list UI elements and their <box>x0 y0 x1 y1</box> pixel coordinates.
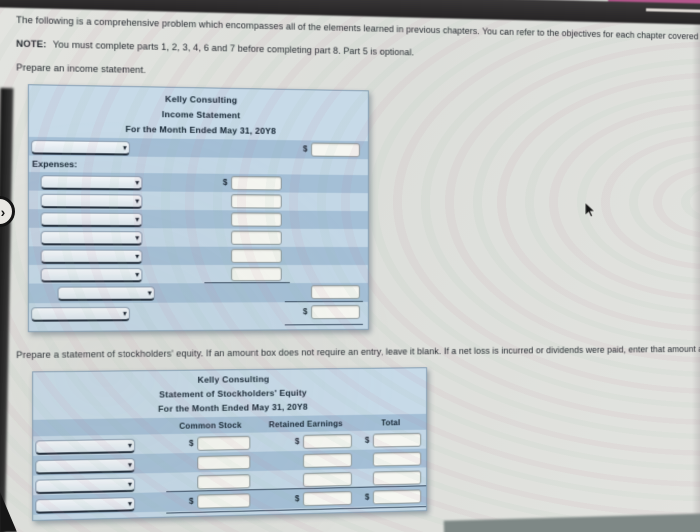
dollar-sign: $ <box>303 307 307 316</box>
column-header-total: Total <box>365 418 416 428</box>
chevron-right-icon: › <box>1 204 6 220</box>
dropdown-arrow-icon: ▾ <box>148 287 152 298</box>
total-input[interactable] <box>373 470 421 485</box>
total-expenses-amount-input[interactable] <box>311 285 360 299</box>
total-input[interactable] <box>373 433 421 448</box>
dropdown-arrow-icon: ▾ <box>135 177 139 188</box>
equity-row-select[interactable]: ▾ <box>35 458 135 474</box>
expense-account-select[interactable]: ▾ <box>41 194 143 209</box>
expense-amount-input[interactable] <box>231 212 282 226</box>
retained-earnings-input[interactable] <box>303 434 352 449</box>
expense-row: ▾ <box>29 191 368 212</box>
net-income-select[interactable]: ▾ <box>31 307 130 322</box>
total-input[interactable] <box>373 452 421 467</box>
note-text: You must complete parts 1, 2, 3, 4, 6 an… <box>53 39 414 57</box>
column-header-common-stock: Common Stock <box>167 421 253 432</box>
expense-account-select[interactable]: ▾ <box>41 175 143 190</box>
expense-row: ▾ $ <box>29 172 368 193</box>
screen-edge-shade <box>692 0 700 532</box>
net-income-amount-input[interactable] <box>311 305 360 319</box>
equity-statement-form: Kelly Consulting Statement of Stockholde… <box>32 367 427 521</box>
revenue-amount-input[interactable] <box>311 143 360 158</box>
total-expenses-select[interactable]: ▾ <box>58 286 155 301</box>
expense-row: ▾ <box>29 209 368 229</box>
screen-photo: The following is a comprehensive problem… <box>0 0 700 532</box>
dollar-sign: $ <box>295 437 299 446</box>
equity-statement-header: Kelly Consulting Statement of Stockholde… <box>33 368 426 420</box>
income-statement-header: Kelly Consulting Income Statement For th… <box>29 85 368 141</box>
dropdown-arrow-icon: ▾ <box>135 269 139 280</box>
note-line: NOTE: You must complete parts 1, 2, 3, 4,… <box>16 38 414 57</box>
expense-account-select[interactable]: ▾ <box>41 212 143 227</box>
dollar-sign: $ <box>189 497 194 506</box>
page-content: The following is a comprehensive problem… <box>0 0 687 532</box>
dropdown-arrow-icon: ▾ <box>128 459 132 470</box>
expense-row: ▾ <box>29 228 368 247</box>
expense-amount-input[interactable] <box>231 176 282 191</box>
expense-row: ▾ <box>29 265 368 284</box>
dollar-sign: $ <box>365 493 369 502</box>
form-footer-strip <box>29 321 368 331</box>
dropdown-arrow-icon: ▾ <box>123 308 127 319</box>
note-label: NOTE: <box>16 38 46 49</box>
expense-row: ▾ <box>29 246 368 265</box>
dollar-sign: $ <box>189 439 194 448</box>
retained-earnings-input[interactable] <box>303 491 352 506</box>
dropdown-arrow-icon: ▾ <box>135 232 139 243</box>
dropdown-arrow-icon: ▾ <box>128 479 132 490</box>
expense-amount-input[interactable] <box>231 231 282 245</box>
dropdown-arrow-icon: ▾ <box>128 498 132 509</box>
expense-account-select[interactable]: ▾ <box>41 249 143 263</box>
common-stock-input[interactable] <box>197 493 250 508</box>
income-statement-form: Kelly Consulting Income Statement For th… <box>28 84 369 332</box>
expenses-label: Expenses: <box>32 159 77 170</box>
equity-row-select[interactable]: ▾ <box>35 497 135 514</box>
dropdown-arrow-icon: ▾ <box>135 214 139 225</box>
dollar-sign: $ <box>303 144 307 153</box>
dollar-sign: $ <box>295 494 299 503</box>
retained-earnings-input[interactable] <box>303 453 352 468</box>
dropdown-arrow-icon: ▾ <box>135 195 139 206</box>
dollar-sign: $ <box>223 178 228 187</box>
expense-amount-input[interactable] <box>231 194 282 208</box>
mouse-cursor <box>584 202 595 220</box>
retained-earnings-input[interactable] <box>303 472 352 487</box>
dropdown-arrow-icon: ▾ <box>135 251 139 262</box>
dropdown-arrow-icon: ▾ <box>128 440 132 451</box>
common-stock-input[interactable] <box>197 474 250 489</box>
common-stock-input[interactable] <box>197 436 250 451</box>
dropdown-arrow-icon: ▾ <box>123 142 127 153</box>
expense-account-select[interactable]: ▾ <box>41 268 143 282</box>
column-header-retained-earnings: Retained Earnings <box>260 419 352 430</box>
task-equity-statement: Prepare a statement of stockholders' equ… <box>16 344 700 360</box>
equity-row-select[interactable]: ▾ <box>35 478 135 495</box>
common-stock-input[interactable] <box>197 455 250 470</box>
expense-account-select[interactable]: ▾ <box>41 231 143 246</box>
equity-row-select[interactable]: ▾ <box>35 439 135 455</box>
dollar-sign: $ <box>365 436 369 445</box>
expense-amount-input[interactable] <box>231 267 282 281</box>
revenue-account-select[interactable]: ▾ <box>31 140 130 156</box>
task-income-statement: Prepare an income statement. <box>16 62 146 75</box>
total-input[interactable] <box>373 489 421 504</box>
expense-amount-input[interactable] <box>231 249 282 263</box>
net-income-row: ▾ $ <box>29 302 368 323</box>
